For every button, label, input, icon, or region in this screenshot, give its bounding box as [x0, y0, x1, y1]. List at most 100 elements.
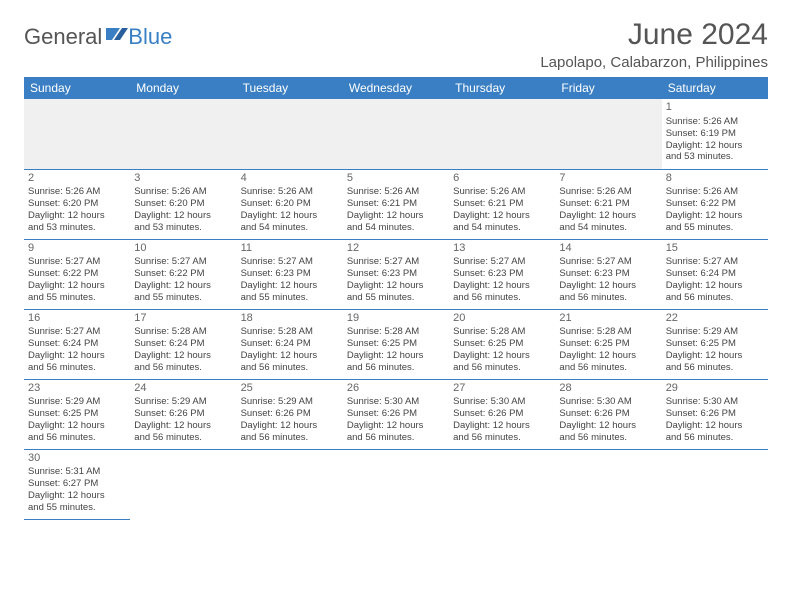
day-cell: 12Sunrise: 5:27 AMSunset: 6:23 PMDayligh…	[343, 239, 449, 309]
day-sunset: Sunset: 6:26 PM	[666, 408, 764, 420]
day-daylight2: and 56 minutes.	[347, 362, 445, 374]
day-daylight1: Daylight: 12 hours	[28, 490, 126, 502]
day-daylight1: Daylight: 12 hours	[134, 210, 232, 222]
day-cell: 11Sunrise: 5:27 AMSunset: 6:23 PMDayligh…	[237, 239, 343, 309]
day-cell: 26Sunrise: 5:30 AMSunset: 6:26 PMDayligh…	[343, 379, 449, 449]
day-daylight2: and 56 minutes.	[559, 362, 657, 374]
calendar-row: 30Sunrise: 5:31 AMSunset: 6:27 PMDayligh…	[24, 449, 768, 519]
day-sunset: Sunset: 6:24 PM	[666, 268, 764, 280]
day-sunset: Sunset: 6:25 PM	[453, 338, 551, 350]
day-sunrise: Sunrise: 5:26 AM	[453, 186, 551, 198]
day-cell: 8Sunrise: 5:26 AMSunset: 6:22 PMDaylight…	[662, 169, 768, 239]
day-sunset: Sunset: 6:26 PM	[559, 408, 657, 420]
day-sunset: Sunset: 6:21 PM	[559, 198, 657, 210]
day-number: 25	[241, 382, 339, 396]
day-daylight1: Daylight: 12 hours	[453, 350, 551, 362]
calendar-table: Sunday Monday Tuesday Wednesday Thursday…	[24, 77, 768, 520]
day-cell: 18Sunrise: 5:28 AMSunset: 6:24 PMDayligh…	[237, 309, 343, 379]
day-cell: 23Sunrise: 5:29 AMSunset: 6:25 PMDayligh…	[24, 379, 130, 449]
day-number: 18	[241, 312, 339, 326]
day-sunrise: Sunrise: 5:26 AM	[134, 186, 232, 198]
month-title: June 2024	[540, 18, 768, 52]
day-sunrise: Sunrise: 5:30 AM	[666, 396, 764, 408]
day-cell: 29Sunrise: 5:30 AMSunset: 6:26 PMDayligh…	[662, 379, 768, 449]
day-number: 23	[28, 382, 126, 396]
day-number: 16	[28, 312, 126, 326]
logo: General Blue	[24, 24, 172, 50]
day-sunset: Sunset: 6:22 PM	[134, 268, 232, 280]
day-daylight2: and 56 minutes.	[241, 432, 339, 444]
day-cell: 10Sunrise: 5:27 AMSunset: 6:22 PMDayligh…	[130, 239, 236, 309]
day-daylight1: Daylight: 12 hours	[28, 420, 126, 432]
day-sunrise: Sunrise: 5:26 AM	[666, 116, 764, 128]
day-daylight1: Daylight: 12 hours	[666, 350, 764, 362]
day-sunset: Sunset: 6:27 PM	[28, 478, 126, 490]
flag-icon	[106, 26, 128, 47]
day-number: 27	[453, 382, 551, 396]
day-sunset: Sunset: 6:24 PM	[28, 338, 126, 350]
day-number: 9	[28, 242, 126, 256]
day-sunset: Sunset: 6:23 PM	[347, 268, 445, 280]
day-sunrise: Sunrise: 5:26 AM	[666, 186, 764, 198]
day-daylight2: and 53 minutes.	[666, 151, 764, 163]
day-sunrise: Sunrise: 5:26 AM	[559, 186, 657, 198]
day-sunrise: Sunrise: 5:27 AM	[559, 256, 657, 268]
calendar-row: 1Sunrise: 5:26 AMSunset: 6:19 PMDaylight…	[24, 99, 768, 169]
day-number: 10	[134, 242, 232, 256]
day-cell: 20Sunrise: 5:28 AMSunset: 6:25 PMDayligh…	[449, 309, 555, 379]
day-header-monday: Monday	[130, 77, 236, 99]
day-sunrise: Sunrise: 5:28 AM	[559, 326, 657, 338]
day-cell	[555, 99, 661, 169]
day-daylight2: and 55 minutes.	[241, 292, 339, 304]
day-cell	[237, 449, 343, 519]
day-daylight1: Daylight: 12 hours	[559, 350, 657, 362]
day-sunrise: Sunrise: 5:29 AM	[134, 396, 232, 408]
day-number: 12	[347, 242, 445, 256]
day-cell: 1Sunrise: 5:26 AMSunset: 6:19 PMDaylight…	[662, 99, 768, 169]
day-daylight2: and 55 minutes.	[28, 292, 126, 304]
day-number: 14	[559, 242, 657, 256]
calendar-page: General Blue June 2024 Lapolapo, Calabar…	[0, 0, 792, 538]
day-daylight1: Daylight: 12 hours	[347, 350, 445, 362]
day-daylight1: Daylight: 12 hours	[453, 280, 551, 292]
day-daylight2: and 54 minutes.	[453, 222, 551, 234]
day-number: 11	[241, 242, 339, 256]
day-sunset: Sunset: 6:25 PM	[28, 408, 126, 420]
day-sunrise: Sunrise: 5:27 AM	[28, 256, 126, 268]
day-daylight1: Daylight: 12 hours	[241, 280, 339, 292]
day-number: 4	[241, 172, 339, 186]
day-sunset: Sunset: 6:23 PM	[241, 268, 339, 280]
day-cell: 17Sunrise: 5:28 AMSunset: 6:24 PMDayligh…	[130, 309, 236, 379]
day-daylight1: Daylight: 12 hours	[666, 420, 764, 432]
day-sunset: Sunset: 6:19 PM	[666, 128, 764, 140]
day-number: 30	[28, 452, 126, 466]
day-daylight2: and 55 minutes.	[666, 222, 764, 234]
day-daylight2: and 56 minutes.	[453, 292, 551, 304]
day-number: 22	[666, 312, 764, 326]
day-cell: 16Sunrise: 5:27 AMSunset: 6:24 PMDayligh…	[24, 309, 130, 379]
day-cell: 5Sunrise: 5:26 AMSunset: 6:21 PMDaylight…	[343, 169, 449, 239]
day-daylight1: Daylight: 12 hours	[241, 350, 339, 362]
day-cell	[662, 449, 768, 519]
day-sunrise: Sunrise: 5:28 AM	[134, 326, 232, 338]
day-daylight1: Daylight: 12 hours	[134, 350, 232, 362]
day-sunrise: Sunrise: 5:28 AM	[241, 326, 339, 338]
day-cell	[237, 99, 343, 169]
calendar-row: 9Sunrise: 5:27 AMSunset: 6:22 PMDaylight…	[24, 239, 768, 309]
day-header-thursday: Thursday	[449, 77, 555, 99]
day-header-sunday: Sunday	[24, 77, 130, 99]
day-cell: 4Sunrise: 5:26 AMSunset: 6:20 PMDaylight…	[237, 169, 343, 239]
day-header-tuesday: Tuesday	[237, 77, 343, 99]
day-number: 15	[666, 242, 764, 256]
day-cell	[555, 449, 661, 519]
day-cell	[24, 99, 130, 169]
day-daylight1: Daylight: 12 hours	[559, 210, 657, 222]
day-sunset: Sunset: 6:23 PM	[453, 268, 551, 280]
day-sunset: Sunset: 6:21 PM	[347, 198, 445, 210]
day-number: 13	[453, 242, 551, 256]
day-daylight1: Daylight: 12 hours	[453, 210, 551, 222]
day-daylight1: Daylight: 12 hours	[134, 280, 232, 292]
day-daylight2: and 53 minutes.	[28, 222, 126, 234]
day-sunset: Sunset: 6:25 PM	[666, 338, 764, 350]
day-daylight2: and 56 minutes.	[453, 432, 551, 444]
